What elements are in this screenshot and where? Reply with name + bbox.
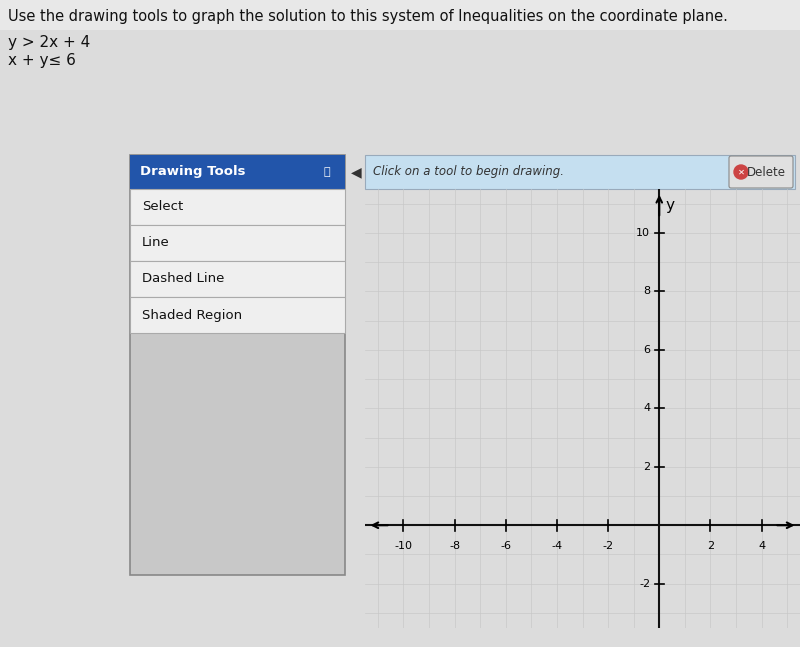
Text: Use the drawing tools to graph the solution to this system of Inequalities on th: Use the drawing tools to graph the solut… [8, 8, 728, 23]
Bar [0, 0, 800, 30]
Text: ◀: ◀ [351, 165, 362, 179]
Bar [130, 189, 345, 225]
Text: 4: 4 [758, 542, 765, 551]
Text: Drawing Tools: Drawing Tools [140, 166, 246, 179]
Bar [130, 155, 345, 189]
Bar [130, 261, 345, 297]
Text: Click on a tool to begin drawing.: Click on a tool to begin drawing. [373, 166, 564, 179]
FancyBboxPatch shape [729, 156, 793, 188]
Text: -8: -8 [449, 542, 460, 551]
Text: Line: Line [142, 237, 170, 250]
Text: -10: -10 [394, 542, 412, 551]
Bar [130, 155, 345, 575]
Text: Select: Select [142, 201, 183, 214]
Bar [130, 297, 345, 333]
Bar [365, 155, 795, 189]
Text: -2: -2 [639, 578, 650, 589]
Text: 🔧: 🔧 [324, 167, 330, 177]
Text: y: y [666, 198, 674, 213]
Circle shape [734, 165, 748, 179]
Text: y > 2x + 4: y > 2x + 4 [8, 34, 90, 50]
Text: 2: 2 [643, 462, 650, 472]
Text: 4: 4 [643, 403, 650, 413]
Text: -6: -6 [500, 542, 511, 551]
Text: Dashed Line: Dashed Line [142, 272, 224, 285]
Text: 10: 10 [636, 228, 650, 238]
Bar [130, 225, 345, 261]
Text: x + y≤ 6: x + y≤ 6 [8, 52, 76, 67]
Text: 8: 8 [643, 287, 650, 296]
Text: -2: -2 [602, 542, 614, 551]
Text: 2: 2 [707, 542, 714, 551]
Text: 6: 6 [643, 345, 650, 355]
Text: ✕: ✕ [738, 168, 745, 177]
Text: Shaded Region: Shaded Region [142, 309, 242, 322]
Text: Delete: Delete [746, 166, 786, 179]
Text: -4: -4 [551, 542, 562, 551]
